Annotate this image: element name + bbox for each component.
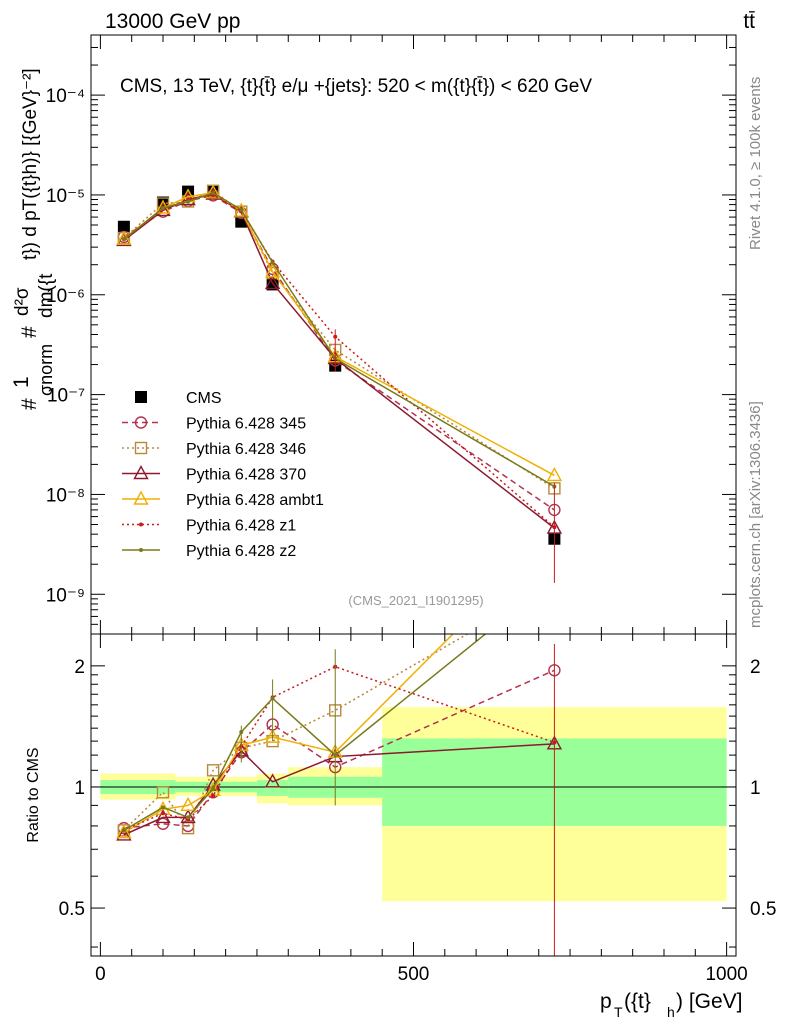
ratio-error-bars [240,644,555,956]
ratio-point-z2 [161,805,166,810]
data-point-p370 [264,274,281,290]
main-ytick-label: 10⁻⁸ [46,485,85,506]
ratio-ytick-label-right: 0.5 [750,899,776,920]
data-point-z2 [186,199,191,204]
main-ytick-label: 10⁻⁶ [46,286,85,307]
data-point-z2 [161,205,166,210]
xlabel-sub2: h [667,1004,675,1020]
ratio-point-z2 [186,815,191,820]
ratio-xtick-label: 500 [398,964,430,985]
error-bars [334,329,555,583]
main-ytick-label: 10⁻⁴ [46,86,85,107]
ylabel-tail: t}) d pT({t}h)} [{GeV}⁻²] [20,68,41,260]
ylabel-d2sigma: d²σ [12,287,33,316]
legend-marker-p345 [134,416,148,429]
main-ytick-label: 10⁻⁹ [46,585,85,606]
ratio-series-group [116,634,563,956]
legend-marker-ambt1 [133,490,149,505]
legend-label-p345: Pythia 6.428 345 [186,416,306,433]
watermark: (CMS_2021_I1901295) [348,593,483,608]
legend-marker-p370 [133,465,149,480]
data-point-p346 [266,266,279,280]
xlabel-mid: ({t} [624,990,651,1013]
legend: CMS Pythia 6.428 345 Pythia 6.428 346 Pythi… [122,390,324,560]
energy-label: 13000 GeV pp [105,10,240,33]
xlabel-post: ) [GeV] [676,990,743,1013]
x-axis-label: p T ({t} h ) [GeV] [600,990,743,1020]
data-point-p370 [155,201,171,217]
data-point-ambt1 [116,230,132,245]
main-title: CMS, 13 TeV, {t}{t̄} e/μ +{jets}: 520 < … [120,76,592,97]
ylabel-hash2: # [18,326,41,338]
data-point-z2 [121,237,126,242]
ratio-ytick-label: 1 [74,778,85,799]
ratio-point-p370 [155,808,171,824]
data-point-ambt1 [205,184,221,199]
ratio-point-p345 [156,817,170,830]
ylabel-dm: dm({t [36,273,57,318]
ratio-point-ambt1 [180,796,196,812]
legend-label-z2: Pythia 6.428 z2 [186,543,296,560]
ratio-point-p346 [156,786,170,799]
ratio-panel: 0.5 0.5 1 1 2 2 0 500 1000 Ratio to CMS p T ({t}… [25,633,776,1020]
series-line-ambt1 [123,192,555,477]
main-ylabel: # 1 σnorm # d²σ dm({t t}) d pT({t}h)} [{… [10,68,57,410]
series-p345 [117,189,561,517]
main-ytick-label: 10⁻⁵ [46,186,85,207]
ratio-ytick-label-right: 2 [750,657,761,678]
ratio-point-p370 [116,826,132,841]
main-panel: CMS, 13 TeV, {t}{t̄} e/μ +{jets}: 520 < … [10,34,737,635]
data-point-z2 [211,190,216,195]
data-point-ambt1 [546,466,563,482]
data-point-ambt1 [264,263,281,278]
ylabel-hash1: # [18,398,41,410]
ratio-ytick-label-right: 1 [750,778,761,799]
ratio-point-ambt1 [264,728,281,743]
ratio-ytick-label: 0.5 [59,899,85,920]
ratio-point-z1 [211,793,216,798]
ratio-xtick-label: 1000 [705,964,747,985]
xlabel-sub1: T [614,1004,623,1020]
data-point-CMS [117,220,130,233]
legend-marker-z1 [139,522,143,527]
rivet-label: Rivet 4.1.0, ≥ 100k events [747,77,764,250]
ratio-point-p370 [264,773,281,788]
ratio-point-z2 [121,828,126,833]
series-z2 [121,190,557,489]
ratio-line-z2 [123,634,487,832]
legend-marker-p346 [134,441,148,455]
process-label: tt̄ [743,10,755,33]
ratio-point-p346 [206,764,220,777]
ratio-line-z1 [123,665,555,832]
legend-marker-CMS [135,391,147,403]
uncertainty-band-inner [256,780,289,796]
ratio-ylabel: Ratio to CMS [25,747,42,842]
ratio-ytick-label: 2 [74,657,85,678]
series-line-p346 [123,189,555,490]
data-point-z2 [239,207,244,212]
series-ambt1 [116,184,563,482]
legend-label-CMS: CMS [186,390,222,407]
legend-marker-z2 [139,548,143,552]
series-line-p345 [123,194,555,511]
legend-label-p370: Pythia 6.428 370 [186,467,306,484]
legend-label-z1: Pythia 6.428 z1 [186,518,296,535]
ratio-point-ambt1 [116,824,132,839]
ratio-frame [90,633,737,957]
series-line-z1 [123,194,555,528]
main-ytick-label: 10⁻⁷ [47,386,85,407]
ratio-xtick-label: 0 [95,964,106,985]
legend-label-p346: Pythia 6.428 346 [186,441,306,458]
ylabel-one: 1 [10,376,33,388]
xlabel-pre: p [600,990,612,1013]
series-line-z2 [123,192,555,488]
mcplots-label: mcplots.cern.ch [arXiv:1306.3436] [747,401,764,628]
data-point-z2 [270,260,275,265]
legend-label-ambt1: Pythia 6.428 ambt1 [186,492,324,509]
ylabel-sigma-norm: σnorm [36,344,56,396]
ratio-point-z2 [211,786,216,791]
ratio-point-z1 [161,811,166,816]
